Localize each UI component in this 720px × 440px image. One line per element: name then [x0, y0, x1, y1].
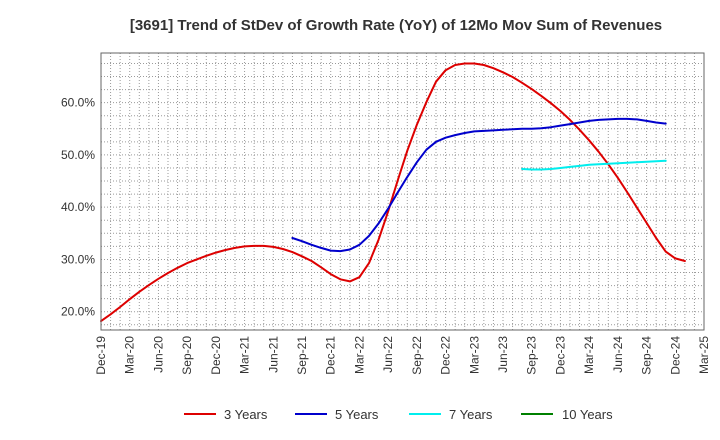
- series-lines: [100, 62, 686, 323]
- x-tick-label: Mar-21: [238, 336, 252, 374]
- x-tick-label: Sep-20: [180, 336, 194, 375]
- legend-label-3-years: 3 Years: [224, 407, 268, 422]
- plot-area: [100, 52, 705, 331]
- y-tick-label: 40.0%: [61, 200, 95, 214]
- x-tick-label: Mar-25: [697, 336, 711, 374]
- x-tick-label: Dec-19: [94, 336, 108, 375]
- x-tick-label: Mar-24: [582, 336, 596, 374]
- x-tick-label: Mar-20: [123, 336, 137, 374]
- x-tick-label: Jun-20: [151, 336, 165, 373]
- x-tick-label: Jun-23: [496, 336, 510, 373]
- grid-lines: [101, 53, 704, 330]
- x-tick-label: Dec-21: [324, 336, 338, 375]
- legend-item-3-years: 3 Years: [184, 407, 268, 422]
- y-tick-label: 60.0%: [61, 96, 95, 110]
- y-tick-label: 20.0%: [61, 305, 95, 319]
- x-tick-label: Dec-20: [209, 336, 223, 375]
- series-line-3-years: [100, 62, 686, 323]
- x-tick-label: Sep-24: [640, 336, 654, 375]
- legend-label-7-years: 7 Years: [449, 407, 493, 422]
- x-tick-label: Jun-21: [266, 336, 280, 373]
- legend-item-7-years: 7 Years: [409, 407, 493, 422]
- x-tick-label: Sep-22: [410, 336, 424, 375]
- x-tick-label: Dec-22: [439, 336, 453, 375]
- x-tick-label: Jun-24: [611, 336, 625, 373]
- x-tick-label: Jun-22: [381, 336, 395, 373]
- series-line-5-years: [291, 117, 667, 253]
- x-tick-label: Sep-21: [295, 336, 309, 375]
- x-tick-label: Sep-23: [525, 336, 539, 375]
- y-axis-ticks: 20.0% 30.0% 40.0% 50.0% 60.0%: [61, 96, 95, 319]
- x-tick-label: Mar-22: [352, 336, 366, 374]
- x-tick-label: Mar-23: [467, 336, 481, 374]
- legend: 3 Years 5 Years 7 Years 10 Years: [184, 407, 613, 422]
- y-tick-label: 30.0%: [61, 252, 95, 266]
- legend-label-10-years: 10 Years: [562, 407, 613, 422]
- x-axis-ticks: Dec-19 Mar-20 Jun-20 Sep-20 Dec-20 Mar-21 Jun-…: [94, 336, 711, 375]
- chart-title: [3691] Trend of StDev of Growth Rate (Yo…: [130, 17, 662, 34]
- y-tick-label: 50.0%: [61, 148, 95, 162]
- legend-item-10-years: 10 Years: [521, 407, 613, 422]
- series-line-7-years: [521, 159, 667, 171]
- legend-item-5-years: 5 Years: [295, 407, 379, 422]
- x-tick-label: Dec-24: [668, 336, 682, 375]
- legend-label-5-years: 5 Years: [335, 407, 379, 422]
- x-tick-label: Dec-23: [553, 336, 567, 375]
